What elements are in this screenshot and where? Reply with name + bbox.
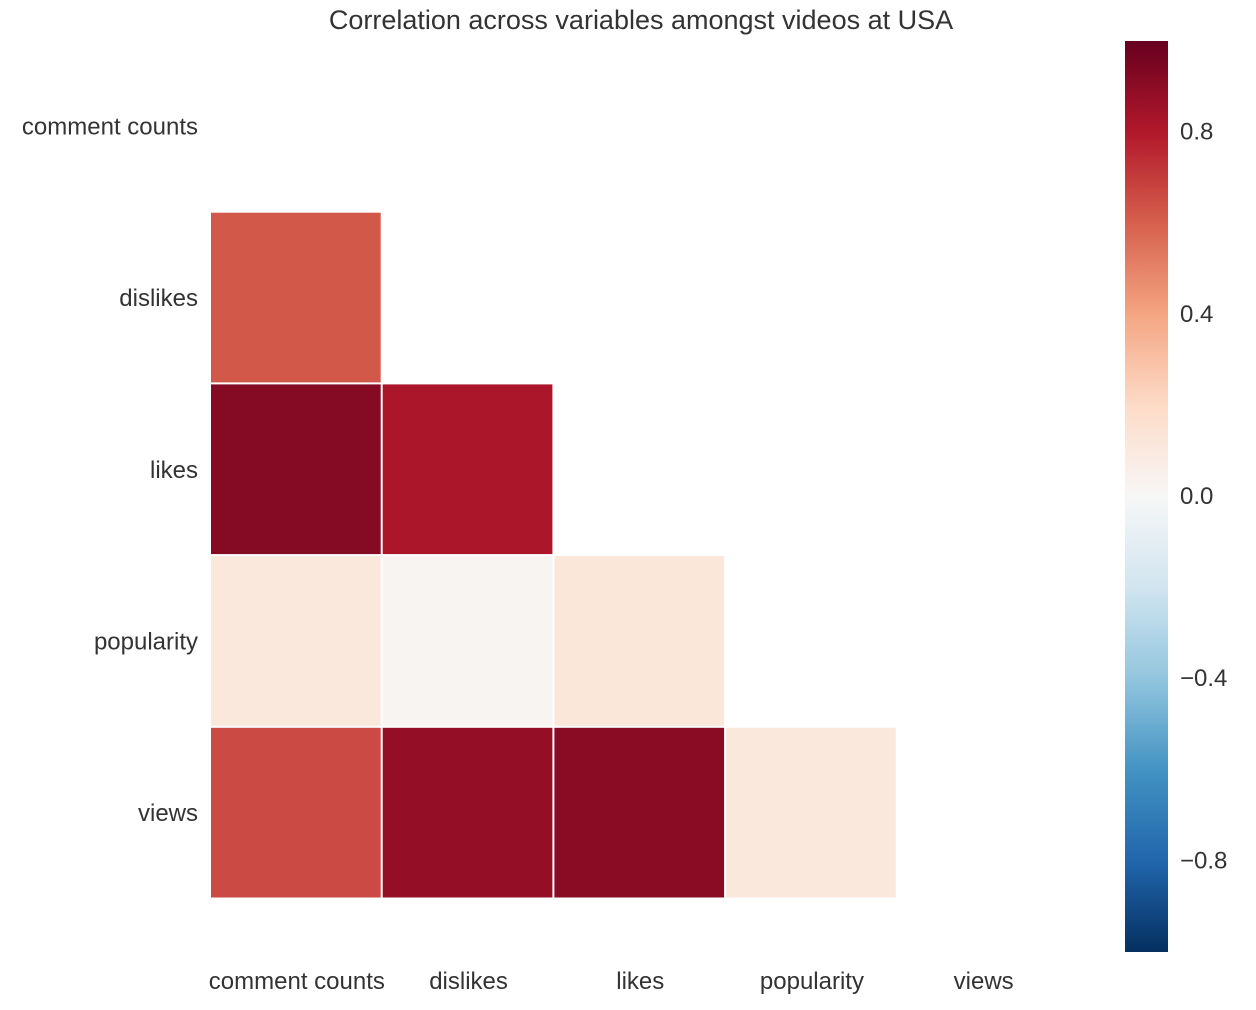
- row-tick-label: comment counts: [22, 113, 198, 140]
- heatmap-cell: [211, 556, 381, 726]
- colorbar: [1125, 41, 1168, 952]
- heatmap-cell: [554, 556, 725, 726]
- column-tick-label: views: [954, 968, 1014, 995]
- heatmap-cell: [382, 384, 553, 555]
- heatmap-cell: [554, 727, 725, 898]
- colorbar-tick-label: 0.0: [1180, 483, 1213, 510]
- column-tick-label: comment counts: [209, 968, 385, 995]
- row-tick-label: popularity: [94, 628, 198, 655]
- heatmap-cell: [211, 212, 381, 383]
- row-tick-label: likes: [150, 457, 198, 484]
- column-tick-label: dislikes: [429, 968, 508, 995]
- colorbar-tick-label: 0.4: [1180, 301, 1213, 328]
- column-tick-label: likes: [616, 968, 664, 995]
- colorbar-tick-label: −0.4: [1180, 665, 1227, 692]
- heatmap-cell: [726, 727, 896, 898]
- colorbar-tick-label: 0.8: [1180, 119, 1213, 146]
- heatmap-cell: [211, 384, 381, 555]
- chart-title: Correlation across variables amongst vid…: [329, 5, 953, 35]
- heatmap-cell: [382, 556, 553, 726]
- row-tick-labels: comment counts dislikes likes popularity vie…: [22, 113, 198, 827]
- heatmap-cell: [382, 727, 553, 898]
- colorbar-tick-labels: 0.8 0.4 0.0 −0.4 −0.8: [1180, 119, 1227, 875]
- heatmap-cell: [211, 727, 381, 898]
- colorbar-tick-label: −0.8: [1180, 847, 1227, 874]
- column-tick-labels: comment counts dislikes likes popularity vie…: [209, 968, 1014, 995]
- column-tick-label: popularity: [760, 968, 864, 995]
- heatmap-cells: [211, 212, 896, 898]
- row-tick-label: dislikes: [119, 285, 198, 312]
- row-tick-label: views: [138, 800, 198, 827]
